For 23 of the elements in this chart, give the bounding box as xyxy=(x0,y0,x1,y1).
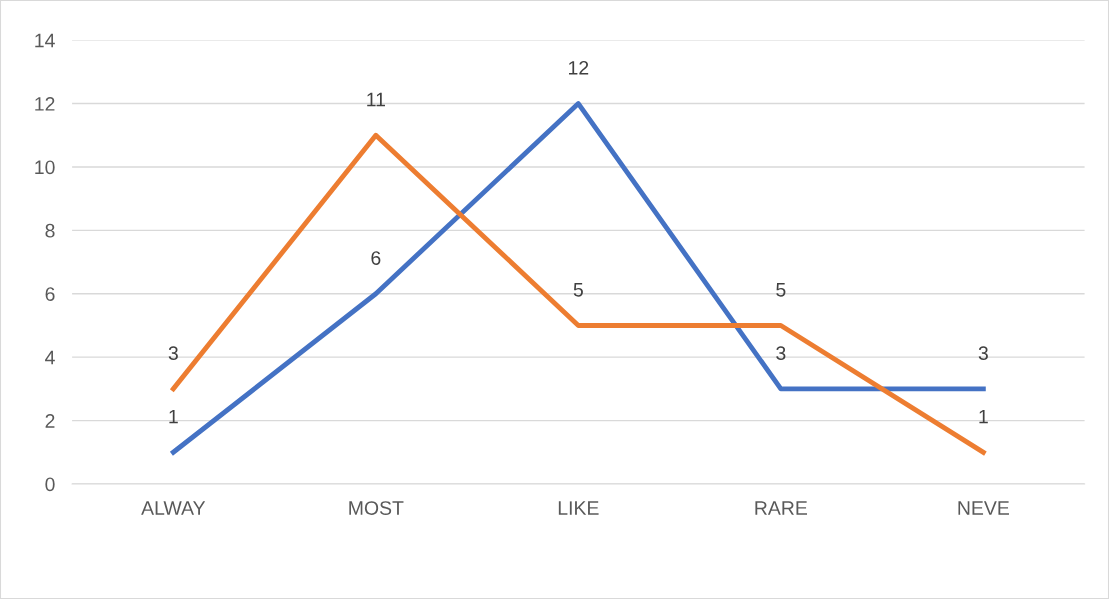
x-tick-label: RARE xyxy=(755,501,808,515)
y-tick-label: 10 xyxy=(35,160,55,175)
x-tick-label: MOST xyxy=(349,501,404,515)
y-tick-label: 14 xyxy=(35,33,55,48)
y-tick-label: 2 xyxy=(45,414,55,428)
data-label: 1 xyxy=(979,409,988,424)
data-label: 3 xyxy=(776,346,786,361)
data-label: 6 xyxy=(371,251,381,265)
y-tick-label: 12 xyxy=(35,97,55,111)
data-label: 5 xyxy=(573,283,583,297)
data-label: 11 xyxy=(367,92,385,107)
y-tick-label: 4 xyxy=(45,350,55,365)
x-tick-label: LIKE xyxy=(558,501,599,515)
y-tick-label: 0 xyxy=(45,477,55,492)
data-label: 3 xyxy=(978,346,988,361)
data-label: 5 xyxy=(776,283,786,297)
data-label: 3 xyxy=(168,346,178,361)
data-label: 12 xyxy=(569,60,589,75)
y-tick-label: 6 xyxy=(45,287,55,301)
data-label: 1 xyxy=(169,409,178,424)
x-tick-label: ALWAY xyxy=(141,501,206,515)
y-tick-label: 8 xyxy=(45,223,55,238)
x-tick-label: NEVE xyxy=(958,501,1009,515)
